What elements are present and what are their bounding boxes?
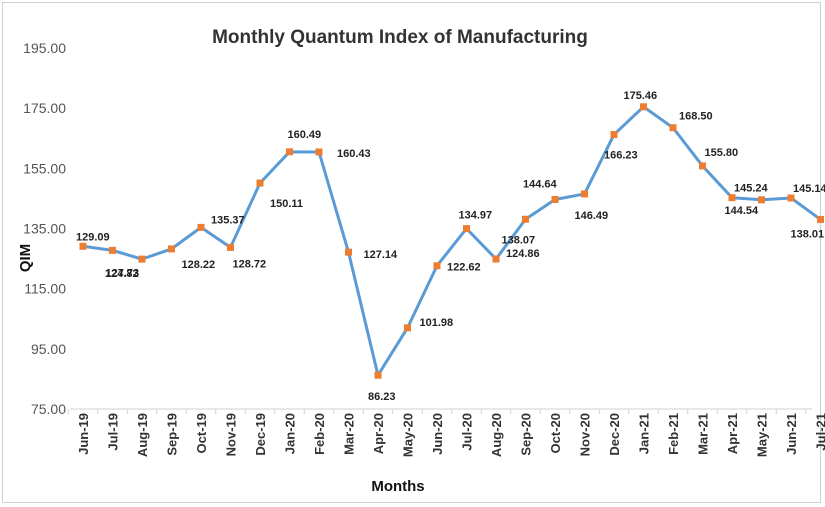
data-label: 145.14 [793,183,825,195]
data-point-marker [463,225,470,233]
data-point-marker [138,255,146,263]
x-tick-label: Dec-20 [607,413,622,456]
data-point-marker [374,371,382,379]
data-label: 166.23 [604,150,638,162]
x-tick-label: Jan-21 [637,413,652,454]
x-tick-label: Apr-21 [725,413,740,454]
x-tick-label: Jun-19 [76,413,91,455]
x-tick-label: May-20 [401,413,416,457]
data-markers [79,103,824,379]
data-label: 128.22 [182,259,216,271]
y-tick-label: 135.00 [23,221,66,237]
data-label: 127.14 [364,249,399,261]
data-label: 134.97 [459,210,493,222]
x-tick-label: Mar-21 [696,413,711,455]
data-label: 155.80 [705,147,739,159]
data-point-marker [286,148,293,156]
data-label: 144.64 [523,178,558,190]
data-label: 160.43 [337,148,371,160]
x-tick-label: May-21 [755,413,770,457]
x-tick-label: Feb-21 [666,413,681,455]
x-tick-label: Jun-21 [784,413,799,455]
data-label: 138.07 [502,234,536,246]
data-label: 127.73 [106,267,140,279]
data-point-marker [581,190,588,198]
x-tick-label: Feb-20 [312,413,327,455]
data-label: 150.11 [270,198,303,210]
data-label: 122.62 [447,262,481,274]
data-point-marker [79,242,87,250]
y-axis-label: QIM [17,244,34,272]
x-tick-label: Nov-19 [224,413,239,456]
x-axis-label: Months [371,478,424,495]
data-point-marker [699,162,706,170]
y-tick-label: 95.00 [31,341,66,357]
data-label: 101.98 [420,317,454,329]
data-label: 128.72 [233,258,267,270]
x-axis: Jun-19 Jul-19 Aug-19 Sep-19 Oct-19 Nov-19 Dec-… [67,409,825,457]
x-tick-label: Mar-20 [342,413,357,455]
y-tick-label: 175.00 [23,100,66,116]
x-tick-label: Oct-20 [548,413,563,453]
x-tick-label: Sep-19 [165,413,180,456]
data-point-marker [109,246,116,254]
series-line [82,105,822,377]
y-tick-label: 115.00 [24,281,66,297]
data-point-marker [640,103,647,111]
y-tick-label: 155.00 [23,160,66,176]
x-tick-label: Oct-19 [194,413,209,453]
data-point-marker [728,194,736,202]
x-tick-label: Jul-19 [106,413,121,451]
data-point-marker [758,196,765,204]
data-label: 138.01 [791,228,825,240]
data-label: 144.54 [725,205,760,217]
data-point-marker [551,195,559,203]
x-tick-label: Aug-20 [489,413,504,457]
data-label: 146.49 [575,210,609,222]
data-label: 135.37 [211,214,245,226]
data-point-marker [787,194,795,202]
x-tick-label: Apr-20 [371,413,386,454]
y-tick-label: 195.00 [23,40,66,56]
data-point-marker [433,262,441,270]
data-label: 168.50 [679,111,713,123]
data-label: 175.46 [624,90,658,102]
data-point-marker [610,131,618,139]
x-tick-label: Sep-20 [519,413,534,456]
x-tick-label: Dec-19 [253,413,268,456]
data-point-marker [817,215,824,223]
data-point-marker [345,248,352,256]
data-label: 124.86 [506,248,540,260]
chart-title: Monthly Quantum Index of Manufacturing [212,27,588,48]
data-label: 129.09 [76,231,110,243]
x-tick-label: Jul-21 [814,413,825,451]
x-tick-label: Jan-20 [283,413,298,454]
data-point-marker [492,255,500,263]
data-label: 86.23 [368,391,396,403]
data-point-marker [227,243,234,251]
data-point-marker [197,223,205,231]
data-label: 124.82 [105,268,139,280]
data-label: 160.49 [288,129,322,141]
data-point-marker [256,179,264,187]
x-tick-label: Aug-19 [135,413,150,457]
y-axis: 75.00 95.00 115.00 135.00 155.00 175.00 195.00 [23,40,66,417]
data-point-marker [522,215,529,223]
data-point-marker [315,148,323,156]
x-tick-label: Jun-20 [430,413,445,455]
y-tick-label: 75.00 [31,401,66,417]
x-tick-label: Nov-20 [578,413,593,456]
data-point-marker [669,124,677,132]
data-label: 145.24 [734,183,769,195]
x-tick-label: Jul-20 [460,413,475,451]
data-point-marker [404,324,411,332]
data-point-marker [168,245,175,253]
